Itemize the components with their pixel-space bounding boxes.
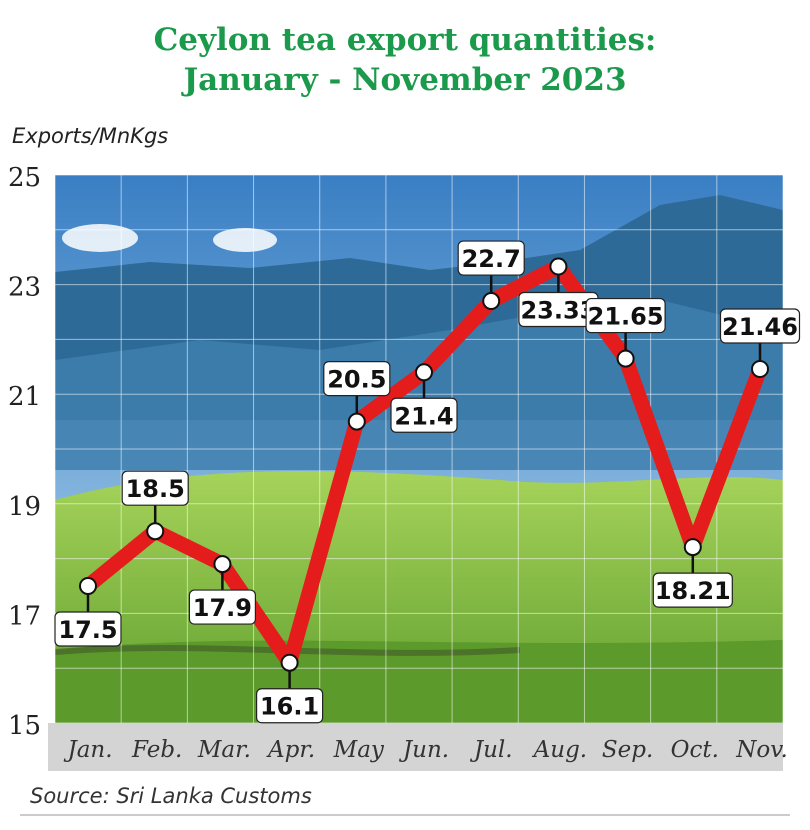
y-axis-ticks: 25 23 21 19 17 15 (8, 163, 41, 741)
data-label: 21.4 (394, 402, 453, 430)
data-point (280, 653, 299, 672)
y-axis-label: Exports/MnKgs (12, 124, 169, 148)
x-tick-label: Aug. (532, 737, 587, 763)
data-label: 23.33 (520, 297, 596, 325)
x-tick-label: Nov. (735, 737, 788, 763)
data-label: 18.5 (126, 475, 185, 503)
y-tick-label: 19 (8, 492, 41, 522)
x-tick-label: Sep. (602, 737, 653, 763)
data-label-box (323, 361, 391, 397)
x-axis-band (48, 723, 783, 771)
data-point (347, 412, 366, 431)
y-tick-label: 25 (8, 163, 41, 193)
x-tick-label: Jun. (399, 737, 449, 763)
x-tick-label: Jul. (470, 737, 513, 763)
data-label: 16.1 (260, 693, 319, 721)
x-tick-label: Feb. (131, 737, 182, 763)
data-label: 21.65 (588, 303, 664, 331)
data-point (616, 349, 635, 368)
x-tick-label: Oct. (671, 737, 719, 763)
data-label-box (256, 688, 324, 724)
data-point (415, 363, 433, 382)
y-tick-label: 23 (8, 273, 41, 303)
x-tick-label: Jan. (63, 737, 112, 763)
x-tick-label: May (333, 737, 385, 763)
data-label: 22.7 (462, 245, 521, 273)
data-label: 21.46 (722, 313, 798, 341)
data-point (482, 292, 501, 311)
data-label-box (457, 240, 525, 276)
data-label: 18.21 (655, 577, 731, 605)
source-note: Source: Sri Lanka Customs (30, 784, 312, 808)
background-landscape (55, 175, 783, 723)
y-tick-label: 17 (8, 601, 41, 631)
x-tick-label: Mar. (197, 737, 251, 763)
data-point (146, 522, 165, 541)
y-tick-label: 21 (8, 382, 41, 412)
y-tick-label: 15 (8, 711, 41, 741)
chart-title: Ceylon tea export quantities: (153, 22, 657, 58)
data-label-box (121, 470, 189, 506)
data-label: 17.9 (193, 594, 252, 622)
data-label: 20.5 (327, 366, 386, 394)
data-label-box (390, 397, 458, 433)
grid-lines (54, 174, 784, 724)
data-point (751, 359, 769, 378)
data-label-box (652, 572, 733, 608)
chart-subtitle: January - November 2023 (183, 62, 627, 98)
data-point (79, 577, 97, 595)
data-label-box (188, 589, 256, 625)
data-label: 17.5 (58, 616, 117, 644)
data-point (549, 257, 568, 276)
data-point (683, 538, 702, 557)
data-label-box (585, 297, 666, 334)
data-point (213, 555, 232, 574)
x-tick-label: Apr. (266, 737, 315, 763)
data-label-box (54, 611, 122, 647)
data-label-box (719, 308, 801, 344)
x-axis-ticks: Jan. Feb. Mar. Apr. May Jun. Jul. Aug. Sep. Oct. N… (63, 737, 787, 763)
